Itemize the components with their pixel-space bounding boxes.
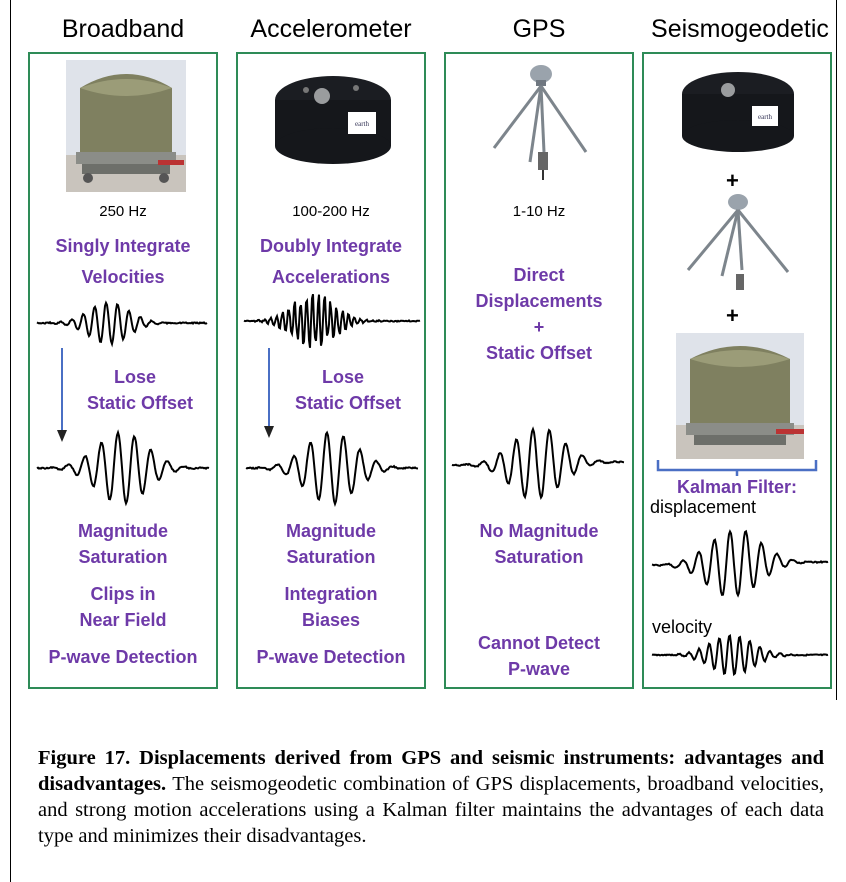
accelerometer-con-2: Saturation	[286, 547, 376, 567]
accelerometer-con-1: Magnitude	[286, 521, 376, 541]
gps-method-line3: Static Offset	[485, 343, 593, 363]
accelerometer-logo: earth	[355, 120, 369, 128]
accelerometer-lose-line2: Static Offset	[294, 393, 402, 413]
seismogeodetic-velocity-waveform	[651, 634, 829, 677]
broadband-con-4: Near Field	[79, 610, 167, 630]
gps-con-4: P-wave	[507, 659, 571, 679]
accelerometer-method-line2: Accelerations	[271, 267, 391, 287]
seismogeodetic-title: Seismogeodetic	[651, 15, 829, 43]
seismogeodetic-broadband-image	[676, 333, 804, 459]
accelerometer-con-4: Biases	[301, 610, 361, 630]
gps-con-3: Cannot Detect	[477, 633, 600, 653]
accelerometer-panel	[236, 52, 426, 689]
seismogeodetic-logo: earth	[758, 113, 772, 121]
accelerometer-lose-line1: Lose	[321, 367, 364, 387]
broadband-displacement-waveform	[36, 429, 210, 507]
gps-displacement-waveform	[451, 426, 625, 501]
broadband-frequency: 250 Hz	[99, 203, 147, 220]
gps-title: GPS	[512, 15, 566, 43]
accelerometer-down-arrow	[264, 348, 274, 438]
broadband-con-5: P-wave Detection	[48, 647, 198, 667]
displacement-label: displacement	[650, 497, 757, 517]
broadband-con-1: Magnitude	[78, 521, 168, 541]
kalman-filter-bracket	[656, 460, 818, 476]
gps-panel	[444, 52, 634, 689]
broadband-title: Broadband	[61, 15, 185, 43]
gps-con-1: No Magnitude	[479, 521, 599, 541]
accelerometer-con-3: Integration	[284, 584, 378, 604]
accelerometer-frequency: 100-200 Hz	[292, 203, 370, 220]
frame-right-line	[836, 0, 837, 700]
accelerometer-title: Accelerometer	[250, 15, 412, 43]
kalman-filter-label: Kalman Filter:	[676, 477, 798, 497]
broadband-method-line1: Singly Integrate	[55, 236, 191, 256]
gps-method-line2: Displacements	[475, 291, 603, 311]
broadband-con-3: Clips in	[90, 584, 156, 604]
figure-caption-body: The seismogeodetic combination of GPS di…	[38, 773, 824, 847]
accelerometer-con-5: P-wave Detection	[256, 647, 406, 667]
figure-caption: Figure 17. Displacements derived from GP…	[38, 745, 824, 849]
gps-con-2: Saturation	[494, 547, 584, 567]
velocity-label: velocity	[652, 617, 713, 637]
seismogeodetic-panel	[642, 52, 832, 689]
broadband-lose-line1: Lose	[113, 367, 156, 387]
broadband-lose-line2: Static Offset	[86, 393, 194, 413]
broadband-down-arrow	[57, 348, 67, 442]
broadband-panel	[28, 52, 218, 689]
gps-method-line1: Direct	[513, 265, 565, 285]
seismogeodetic-plus-2: +	[726, 303, 739, 328]
seismogeodetic-displacement-waveform	[651, 529, 829, 598]
accelerometer-acceleration-waveform	[243, 293, 421, 348]
seismogeodetic-accelerometer-image: earth	[682, 72, 794, 152]
frame-left-line	[10, 0, 11, 882]
figure-caption-title: Figure 17. Displacements derived from GP…	[38, 747, 824, 795]
gps-method-plus: +	[533, 317, 545, 337]
broadband-velocity-waveform	[36, 300, 208, 348]
broadband-con-2: Saturation	[78, 547, 168, 567]
accelerometer-displacement-waveform	[245, 430, 419, 508]
accelerometer-method-line1: Doubly Integrate	[259, 236, 402, 256]
accelerometer-image: earth	[264, 60, 402, 176]
broadband-seismometer-image	[66, 60, 186, 192]
gps-frequency: 1-10 Hz	[512, 203, 566, 220]
seismogeodetic-plus-1: +	[726, 168, 739, 193]
seismogeodetic-gps-antenna-image	[686, 194, 790, 290]
gps-antenna-image	[492, 65, 588, 180]
broadband-method-line2: Velocities	[81, 267, 165, 287]
